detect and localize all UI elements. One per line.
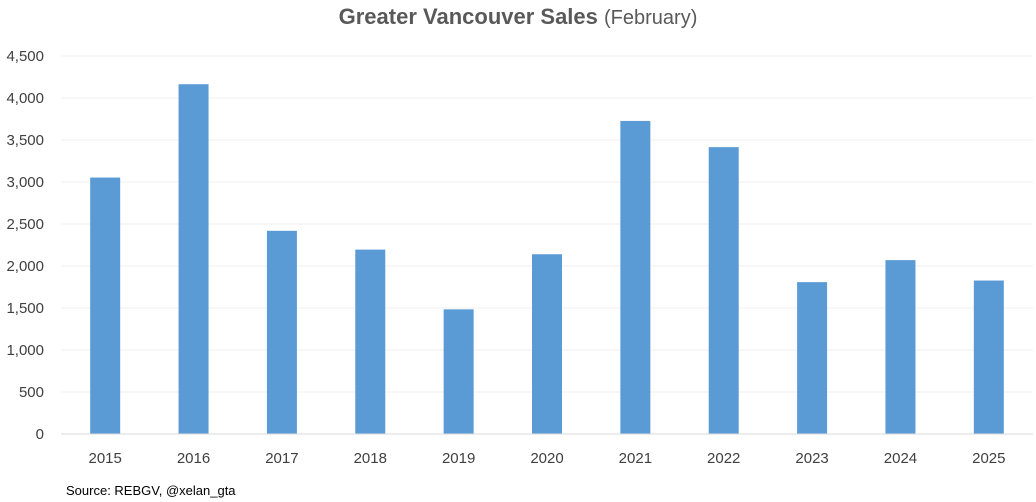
y-tick-label: 3,500 [6, 132, 44, 149]
x-tick-label: 2017 [265, 450, 298, 467]
bar-2018 [355, 249, 386, 434]
x-tick-label: 2024 [884, 450, 917, 467]
bar-2015 [90, 177, 121, 434]
y-tick-label: 4,500 [6, 48, 44, 65]
bars [90, 84, 1004, 434]
y-tick-label: 0 [36, 426, 44, 443]
chart-title-main: Greater Vancouver Sales [338, 4, 598, 29]
x-tick-label: 2015 [88, 450, 121, 467]
x-tick-label: 2018 [354, 450, 387, 467]
bar-2016 [178, 84, 209, 434]
y-tick-label: 2,500 [6, 216, 44, 233]
x-tick-label: 2023 [795, 450, 828, 467]
y-tick-label: 1,500 [6, 300, 44, 317]
bar-2025 [973, 280, 1004, 434]
y-tick-label: 2,000 [6, 258, 44, 275]
bar-2023 [797, 282, 828, 434]
chart-title-subtitle: (February) [604, 7, 698, 29]
bar-2024 [885, 260, 916, 434]
chart-title: Greater Vancouver Sales (February) [0, 4, 1036, 30]
bar-2021 [620, 120, 651, 434]
x-axis-ticks: 2015 2016 2017 2018 2019 2020 2021 2022 2023 2024… [88, 450, 1005, 467]
bar-2017 [266, 230, 297, 434]
y-axis-ticks: 0 500 1,000 1,500 2,000 2,500 3,000 3,500 4,000 4… [6, 48, 44, 443]
bar-chart: 0 500 1,000 1,500 2,000 2,500 3,000 3,500 4,000 4… [6, 48, 1033, 467]
source-note: Source: REBGV, @xelan_gta [66, 483, 236, 498]
bar-2019 [443, 309, 474, 434]
bar-2022 [708, 147, 739, 434]
x-tick-label: 2019 [442, 450, 475, 467]
x-tick-label: 2021 [619, 450, 652, 467]
y-tick-label: 500 [19, 384, 44, 401]
y-tick-label: 3,000 [6, 174, 44, 191]
x-tick-label: 2022 [707, 450, 740, 467]
y-tick-label: 1,000 [6, 342, 44, 359]
x-tick-label: 2016 [177, 450, 210, 467]
x-tick-label: 2025 [972, 450, 1005, 467]
bar-2020 [532, 254, 562, 434]
x-tick-label: 2020 [530, 450, 563, 467]
y-tick-label: 4,000 [6, 90, 44, 107]
